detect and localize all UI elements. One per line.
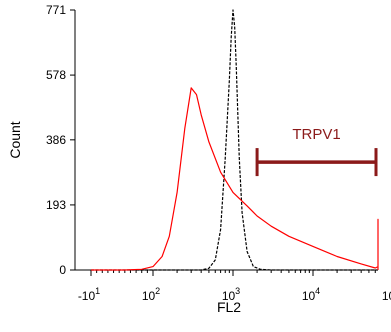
gate-label-0: TRPV1	[292, 126, 340, 143]
x-axis-ticks: -101 102 103 104 105	[78, 270, 391, 303]
y-tick-label-3: 578	[46, 68, 66, 82]
y-tick-label-0: 0	[59, 263, 66, 277]
y-tick-label-1: 193	[46, 198, 66, 212]
series-line-1	[91, 87, 379, 271]
y-tick-label-2: 386	[46, 133, 66, 147]
x-tick-label-4: 105	[382, 286, 391, 303]
x-tick-label-1: 102	[142, 286, 160, 303]
trpv1-gate: TRPV1	[255, 126, 378, 177]
series-line-0	[91, 9, 378, 271]
histogram-series	[91, 9, 379, 271]
x-axis-title: FL2	[217, 299, 241, 315]
y-axis-title: Count	[7, 121, 23, 158]
x-tick-label-3: 104	[302, 286, 320, 303]
y-tick-label-4: 771	[46, 3, 66, 17]
x-tick-label-0: -101	[78, 286, 100, 303]
y-axis-ticks: 0 193 386 578 771	[46, 3, 75, 277]
x-tick-label-2: 103	[222, 286, 240, 303]
